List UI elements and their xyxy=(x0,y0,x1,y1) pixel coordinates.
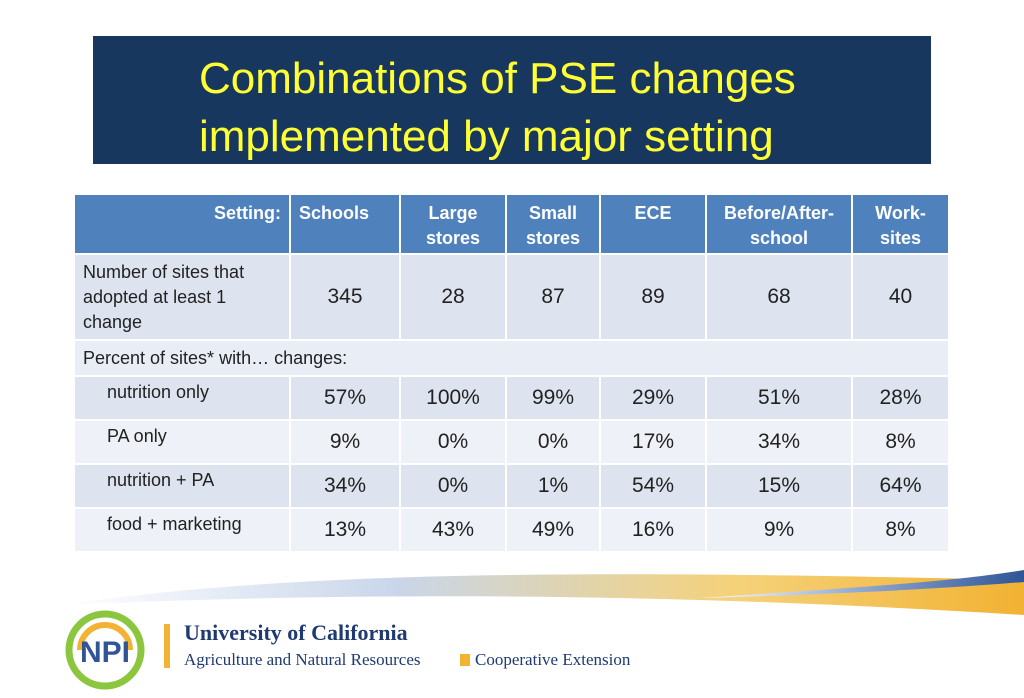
table-cell: 57% xyxy=(289,375,401,421)
count-row-label: Number of sites that adopted at least 1 ch… xyxy=(73,253,291,341)
pse-table: Setting: Schools Large stores Small stores… xyxy=(73,193,950,553)
table-cell: 28% xyxy=(851,375,950,421)
npi-logo-text: NPI xyxy=(80,636,130,669)
row-label: PA only xyxy=(73,419,291,465)
npi-logo: NPI xyxy=(65,610,145,690)
col-header-ece: ECE xyxy=(599,193,707,255)
table-row: PA only 9% 0% 0% 17% 34% 8% xyxy=(73,419,950,465)
table-cell: 28 xyxy=(399,253,507,341)
table-cell: 29% xyxy=(599,375,707,421)
table-cell: 99% xyxy=(505,375,601,421)
row-label: food + marketing xyxy=(73,507,291,553)
table-cell: 13% xyxy=(289,507,401,553)
table-cell: 8% xyxy=(851,507,950,553)
row-label: nutrition + PA xyxy=(73,463,291,509)
table-cell: 87 xyxy=(505,253,601,341)
table-row: nutrition only 57% 100% 99% 29% 51% 28% xyxy=(73,375,950,421)
table-cell: 345 xyxy=(289,253,401,341)
table-cell: 100% xyxy=(399,375,507,421)
table-header-row: Setting: Schools Large stores Small stores… xyxy=(73,193,950,255)
table-cell: 0% xyxy=(399,419,507,465)
table-cell: 54% xyxy=(599,463,707,509)
table-cell: 89 xyxy=(599,253,707,341)
table-cell: 34% xyxy=(289,463,401,509)
count-row: Number of sites that adopted at least 1 ch… xyxy=(73,253,950,341)
percent-header-label: Percent of sites* with… changes: xyxy=(73,339,950,377)
table-cell: 0% xyxy=(505,419,601,465)
table-cell: 43% xyxy=(399,507,507,553)
table-cell: 34% xyxy=(705,419,853,465)
percent-header-row: Percent of sites* with… changes: xyxy=(73,339,950,377)
setting-label: Setting: xyxy=(73,193,291,255)
table-cell: 17% xyxy=(599,419,707,465)
table-row: food + marketing 13% 43% 49% 16% 9% 8% xyxy=(73,507,950,553)
table-cell: 9% xyxy=(705,507,853,553)
col-header-schools: Schools xyxy=(289,193,401,255)
table-cell: 64% xyxy=(851,463,950,509)
extension-accent-box xyxy=(460,654,470,666)
table-cell: 9% xyxy=(289,419,401,465)
table-cell: 68 xyxy=(705,253,853,341)
decorative-swoosh xyxy=(60,570,1024,615)
col-header-before-after-school: Before/After-school xyxy=(705,193,853,255)
division-name: Agriculture and Natural Resources xyxy=(184,650,421,669)
row-label: nutrition only xyxy=(73,375,291,421)
table-cell: 15% xyxy=(705,463,853,509)
table-cell: 49% xyxy=(505,507,601,553)
col-header-work-sites: Work-sites xyxy=(851,193,950,255)
table-cell: 16% xyxy=(599,507,707,553)
col-header-large-stores: Large stores xyxy=(399,193,507,255)
university-name: University of California xyxy=(184,620,408,645)
extension-name: Cooperative Extension xyxy=(475,650,631,669)
table-cell: 40 xyxy=(851,253,950,341)
table-cell: 51% xyxy=(705,375,853,421)
table-cell: 0% xyxy=(399,463,507,509)
table-cell: 8% xyxy=(851,419,950,465)
table-row: nutrition + PA 34% 0% 1% 54% 15% 64% xyxy=(73,463,950,509)
page-title: Combinations of PSE changes implemented … xyxy=(199,54,796,161)
col-header-small-stores: Small stores xyxy=(505,193,601,255)
uc-accent-bar xyxy=(164,624,170,668)
table-cell: 1% xyxy=(505,463,601,509)
title-banner: Combinations of PSE changes implemented … xyxy=(93,36,931,164)
